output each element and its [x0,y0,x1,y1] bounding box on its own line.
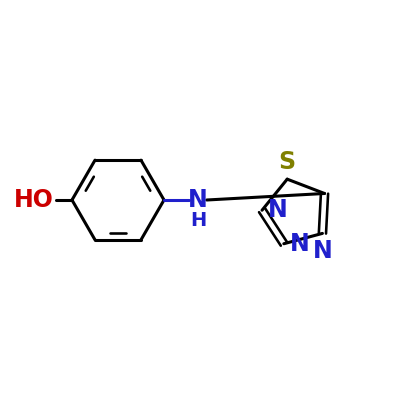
Text: N: N [188,188,208,212]
Text: H: H [190,210,206,230]
Text: N: N [290,232,310,256]
Text: N: N [312,239,332,263]
Text: N: N [268,198,288,222]
Text: S: S [279,150,296,174]
Text: HO: HO [14,188,54,212]
